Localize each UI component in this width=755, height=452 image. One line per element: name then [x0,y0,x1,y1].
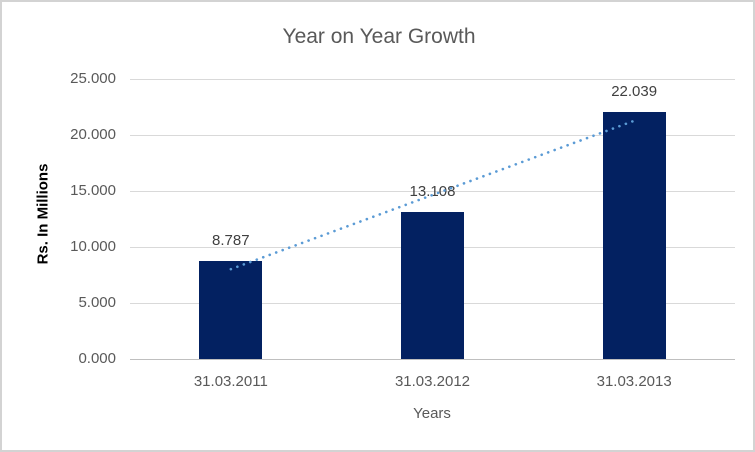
y-tick-label: 25.000 [70,70,116,87]
y-tick-label: 15.000 [70,182,116,199]
gridline [130,359,735,360]
data-label: 22.039 [611,83,658,101]
y-tick-label: 10.000 [70,238,116,255]
x-tick-label: 31.03.2011 [193,373,268,390]
y-tick-label: 0.000 [78,350,116,367]
bar [602,112,666,359]
y-tick-label: 20.000 [70,126,116,143]
gridline [130,79,735,80]
data-label: 8.787 [212,231,250,249]
x-axis-title: Years [413,405,451,422]
chart-title: Year on Year Growth [282,25,476,48]
data-label: 13.108 [409,183,456,201]
bar [401,212,464,359]
y-tick-label: 5.000 [78,294,116,311]
x-tick-label: 31.03.2013 [596,373,672,390]
bar [199,260,263,359]
x-tick-label: 31.03.2012 [394,373,471,390]
